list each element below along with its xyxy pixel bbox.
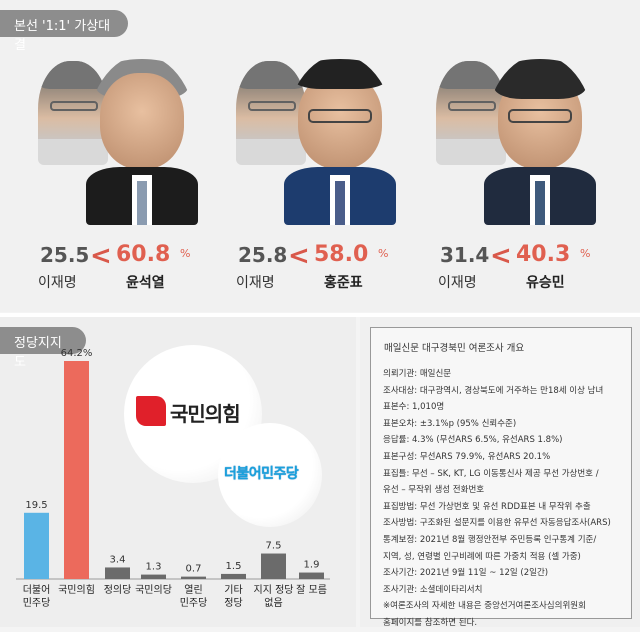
survey-line: 조사방법: 구조화된 설문지를 이용한 유무선 자동응답조사(ARS)	[383, 518, 611, 529]
bar	[181, 576, 206, 579]
lee-score: 31.4	[440, 243, 490, 267]
less-than-chevron: <	[490, 241, 512, 271]
bar-value-label: 3.4	[110, 554, 126, 565]
survey-line: 표본수: 1,010명	[383, 402, 445, 413]
survey-line: 조사기간: 2021년 9월 11일 ~ 12일 (2일간)	[383, 568, 549, 579]
bar-value-label: 1.3	[146, 562, 162, 573]
lee-name: 이재명	[438, 275, 477, 291]
survey-line: 표집방법: 무선 가상번호 및 유선 RDD표본 내 무작위 추출	[383, 501, 591, 512]
bar	[64, 361, 89, 579]
ppp-mark-icon	[136, 396, 166, 426]
bar-value-label: 19.5	[25, 500, 47, 511]
matchup-scores-2: 25.8 < 58.0 %	[238, 241, 438, 273]
matchup-names-3: 이재명 유승민	[438, 272, 638, 292]
percent-unit: %	[580, 247, 591, 260]
bar	[261, 553, 286, 579]
category-label: 국민의당	[135, 584, 172, 596]
category-label: 지지 정당 없음	[254, 584, 294, 609]
bar-value-label: 0.7	[186, 564, 202, 575]
percent-unit: %	[180, 247, 191, 260]
category-label: 더불어 민주당	[23, 584, 51, 609]
bar	[141, 574, 166, 579]
lee-name: 이재명	[38, 275, 77, 291]
ppp-logo-text: 국민의힘	[170, 402, 241, 426]
bar	[299, 572, 324, 579]
survey-line: 표본구성: 무선ARS 79.9%, 유선ARS 20.1%	[383, 451, 551, 462]
bar-value-label: 64.2%	[61, 348, 93, 359]
less-than-chevron: <	[288, 241, 310, 271]
category-label: 정의당	[104, 584, 132, 596]
lee-photo	[236, 61, 306, 165]
dem-logo-bubble	[218, 423, 322, 527]
category-label: 기타 정당	[224, 584, 242, 609]
opponent-photo	[284, 55, 396, 225]
matchup-scores-1: 25.5 < 60.8 %	[40, 241, 240, 273]
survey-line: 홈페이지를 참조하면 된다.	[383, 617, 478, 628]
bar-value-label: 7.5	[266, 541, 282, 552]
survey-line: 응답률: 4.3% (무선ARS 6.5%, 유선ARS 1.8%)	[383, 435, 563, 446]
bar	[221, 573, 246, 579]
matchup-names-2: 이재명 홍준표	[236, 272, 436, 292]
matchup-panel: 본선 '1:1' 가상대결 25.5 < 60.8 % 25.8 < 58.0 …	[0, 0, 640, 312]
survey-line: 유선 – 무작위 생성 전화번호	[383, 485, 485, 496]
bar-value-label: 1.9	[304, 560, 320, 571]
survey-title: 매일신문 대구경북민 여론조사 개요	[384, 343, 525, 354]
category-label: 국민의힘	[58, 584, 95, 596]
matchup-section-tag: 본선 '1:1' 가상대결	[0, 10, 128, 53]
matchup-names-1: 이재명 윤석열	[38, 272, 238, 292]
bar-value-label: 1.5	[226, 561, 242, 572]
category-label: 잘 모름	[296, 584, 327, 596]
survey-line: 표본오차: ±3.1%p (95% 신뢰수준)	[383, 418, 517, 429]
opponent-photo	[86, 55, 198, 225]
matchup-scores-3: 31.4 < 40.3 %	[440, 241, 640, 273]
ppp-logo: 국민의힘	[136, 396, 262, 426]
opponent-score: 60.8	[116, 242, 171, 267]
section-divider	[0, 313, 640, 317]
survey-line: 통계보정: 2021년 8월 행정안전부 주민등록 인구통계 기준/	[383, 534, 597, 545]
bar	[105, 567, 130, 579]
survey-line: 조사기관: 소셜데이타리서치	[383, 584, 483, 595]
category-label: 열린 민주당	[180, 584, 208, 609]
dem-logo-text: 더불어민주당	[224, 466, 299, 482]
survey-line: 조사대상: 대구광역시, 경상북도에 거주하는 만18세 이상 남녀	[383, 385, 604, 396]
party-support-chart: 19.5 더불어 민주당 64.2% 국민의힘 3.4 정의당 1.3 국민의당 0.7 열린 민주당…	[16, 348, 330, 609]
survey-line: 의뢰기관: 매일신문	[383, 369, 452, 379]
party-section-tag: 정당지지도	[0, 327, 86, 370]
opponent-name: 홍준표	[324, 275, 363, 291]
survey-line: 지역, 성, 연령별 인구비례에 따른 가중치 적용 (셀 가중)	[383, 551, 581, 562]
opponent-name: 유승민	[526, 275, 565, 291]
matchup-photo-2	[226, 55, 426, 295]
survey-line: ※여론조사의 자세한 내용은 중앙선거여론조사심의위원회	[383, 601, 586, 612]
matchup-photo-1	[28, 55, 228, 295]
party-support-panel: 정당지지도 국민의힘 더불어민주당 19.5 더불어 민주당 64.2% 국민의힘 3.4…	[0, 317, 356, 627]
lee-score: 25.5	[40, 243, 90, 267]
opponent-photo	[484, 55, 596, 225]
opponent-name: 윤석열	[126, 275, 165, 291]
lee-score: 25.8	[238, 243, 288, 267]
survey-line: 표집틀: 무선 – SK, KT, LG 이동통신사 제공 무선 가상번호 /	[383, 468, 599, 479]
bar	[24, 512, 49, 579]
percent-unit: %	[378, 247, 389, 260]
opponent-score: 40.3	[516, 242, 571, 267]
opponent-score: 58.0	[314, 242, 369, 267]
matchup-photo-3	[426, 55, 626, 295]
less-than-chevron: <	[90, 241, 112, 271]
lee-name: 이재명	[236, 275, 275, 291]
